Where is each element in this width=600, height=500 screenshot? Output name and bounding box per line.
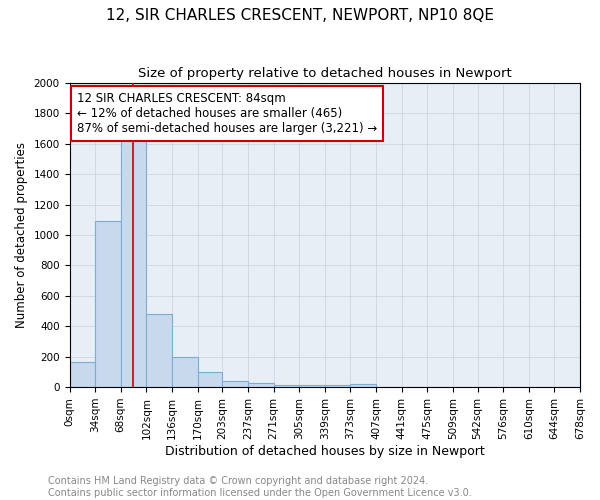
Text: 12, SIR CHARLES CRESCENT, NEWPORT, NP10 8QE: 12, SIR CHARLES CRESCENT, NEWPORT, NP10 … [106,8,494,22]
Bar [248,384,274,387]
Y-axis label: Number of detached properties: Number of detached properties [15,142,28,328]
Bar [70,362,95,387]
Bar [197,372,223,387]
Bar [299,385,325,387]
Bar [223,381,248,387]
Bar [95,222,121,387]
Bar [325,385,350,387]
Text: Contains HM Land Registry data © Crown copyright and database right 2024.
Contai: Contains HM Land Registry data © Crown c… [48,476,472,498]
X-axis label: Distribution of detached houses by size in Newport: Distribution of detached houses by size … [165,444,485,458]
Bar [274,385,299,387]
Bar [172,356,197,387]
Bar [146,314,172,387]
Title: Size of property relative to detached houses in Newport: Size of property relative to detached ho… [138,68,512,80]
Bar [350,384,376,387]
Text: 12 SIR CHARLES CRESCENT: 84sqm
← 12% of detached houses are smaller (465)
87% of: 12 SIR CHARLES CRESCENT: 84sqm ← 12% of … [77,92,377,135]
Bar [121,141,146,387]
